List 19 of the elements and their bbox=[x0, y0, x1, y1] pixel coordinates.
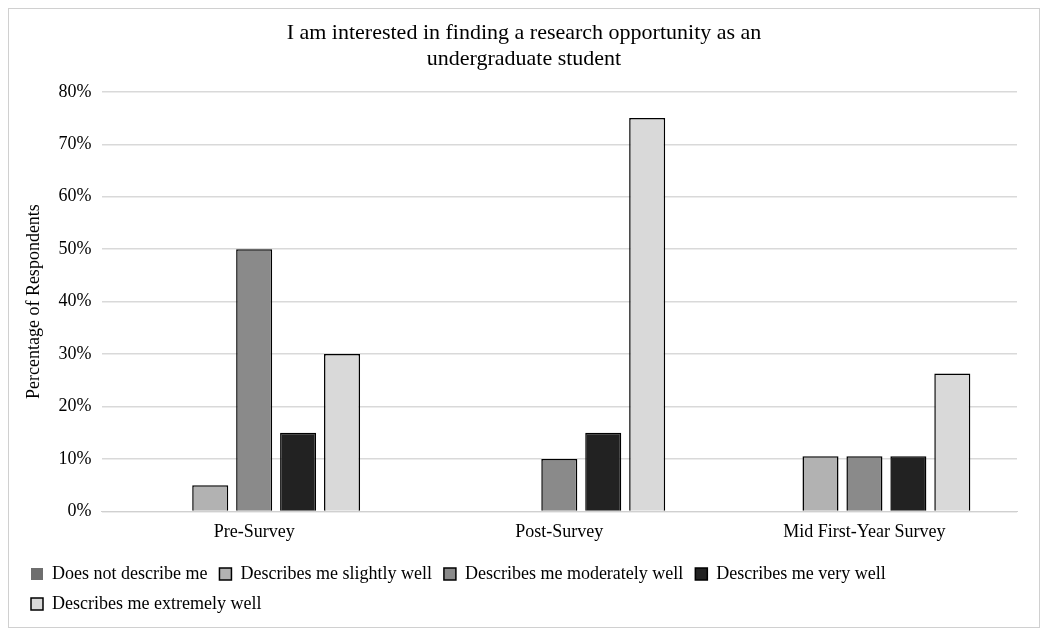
y-tick-label: 40% bbox=[58, 290, 92, 311]
y-tick-label: 0% bbox=[67, 500, 92, 521]
legend-label: Describes me extremely well bbox=[52, 592, 262, 613]
y-tick-label: 80% bbox=[58, 80, 92, 101]
legend-label: Describes me very well bbox=[716, 562, 886, 583]
y-tick-label: 50% bbox=[58, 237, 92, 258]
y-tick-label: 20% bbox=[58, 395, 92, 416]
chart-title: I am interested in finding a research opportunity as an undergraduate student bbox=[285, 19, 763, 71]
legend-label: Does not describe me bbox=[52, 562, 208, 583]
x-tick-label: Mid First-Year Survey bbox=[783, 520, 946, 541]
y-tick-label: 30% bbox=[58, 342, 92, 363]
legend-label: Describes me moderately well bbox=[464, 562, 684, 583]
x-tick-label: Pre-Survey bbox=[213, 520, 295, 541]
y-tick-label: 60% bbox=[58, 185, 92, 206]
y-axis-title: Percentage of Respondents bbox=[22, 204, 43, 400]
y-tick-label: 10% bbox=[58, 447, 92, 468]
legend-label: Describes me slightly well bbox=[240, 562, 432, 583]
x-tick-label: Post-Survey bbox=[515, 520, 604, 541]
y-tick-label: 70% bbox=[58, 132, 92, 153]
